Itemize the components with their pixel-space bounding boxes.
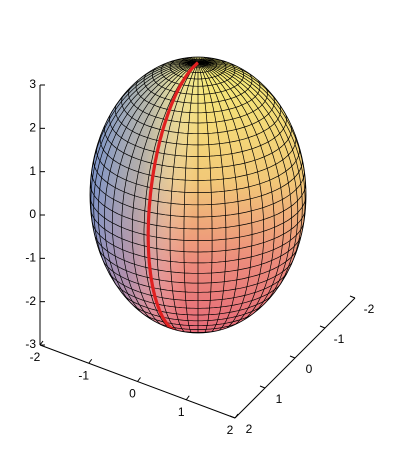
y-tick bbox=[229, 415, 236, 419]
x-tick bbox=[39, 340, 44, 346]
y-tick-label: 2 bbox=[246, 422, 253, 436]
meridian bbox=[197, 62, 306, 252]
meridian bbox=[197, 62, 303, 287]
meridian bbox=[197, 62, 240, 333]
meridian bbox=[197, 57, 203, 63]
parallel bbox=[183, 334, 213, 335]
y-tick-label: -2 bbox=[364, 302, 375, 316]
y-tick bbox=[259, 385, 266, 389]
z-tick-label: -2 bbox=[25, 294, 36, 308]
z-tick-label: 0 bbox=[29, 207, 36, 221]
meridian bbox=[183, 62, 199, 333]
y-tick bbox=[289, 355, 296, 359]
z-tick-label: 1 bbox=[29, 164, 36, 178]
surface bbox=[89, 56, 307, 335]
meridian bbox=[156, 62, 199, 333]
z-tick-label: 2 bbox=[29, 121, 36, 135]
x-tick-label: -2 bbox=[30, 350, 41, 364]
z-tick-label: -3 bbox=[25, 337, 36, 351]
meridian bbox=[97, 62, 199, 306]
x-tick bbox=[88, 358, 93, 364]
meridian bbox=[197, 62, 213, 333]
meridian bbox=[197, 62, 253, 333]
highlight-curve bbox=[146, 61, 199, 333]
x-tick bbox=[185, 395, 190, 401]
meridian bbox=[197, 62, 285, 325]
x-tick bbox=[137, 377, 141, 382]
y-tick bbox=[349, 295, 356, 299]
meridian bbox=[193, 57, 199, 63]
meridian bbox=[197, 62, 299, 306]
surface-outline bbox=[89, 56, 307, 334]
meridian bbox=[111, 62, 199, 325]
meridian bbox=[143, 62, 199, 333]
meridian bbox=[197, 57, 208, 63]
meridian bbox=[188, 57, 199, 63]
meridian bbox=[90, 62, 199, 252]
meridian bbox=[104, 62, 199, 318]
y-tick-label: 1 bbox=[276, 392, 283, 406]
y-tick-label: 0 bbox=[306, 362, 313, 376]
z-tick-label: 3 bbox=[29, 77, 36, 91]
meridian bbox=[169, 62, 199, 333]
meridian bbox=[197, 62, 265, 332]
meridian bbox=[197, 62, 292, 318]
meridian bbox=[121, 62, 199, 329]
meridian bbox=[197, 62, 275, 329]
y-tick-label: -1 bbox=[334, 332, 345, 346]
y-tick bbox=[319, 325, 326, 329]
x-tick-label: 0 bbox=[129, 387, 136, 401]
meridian bbox=[131, 62, 199, 332]
x-tick-label: 2 bbox=[227, 423, 234, 437]
meridian bbox=[197, 62, 227, 333]
z-tick-label: -1 bbox=[25, 251, 36, 265]
x-tick-label: 1 bbox=[178, 405, 185, 419]
meridian bbox=[93, 62, 199, 287]
x-tick-label: -1 bbox=[78, 368, 89, 382]
